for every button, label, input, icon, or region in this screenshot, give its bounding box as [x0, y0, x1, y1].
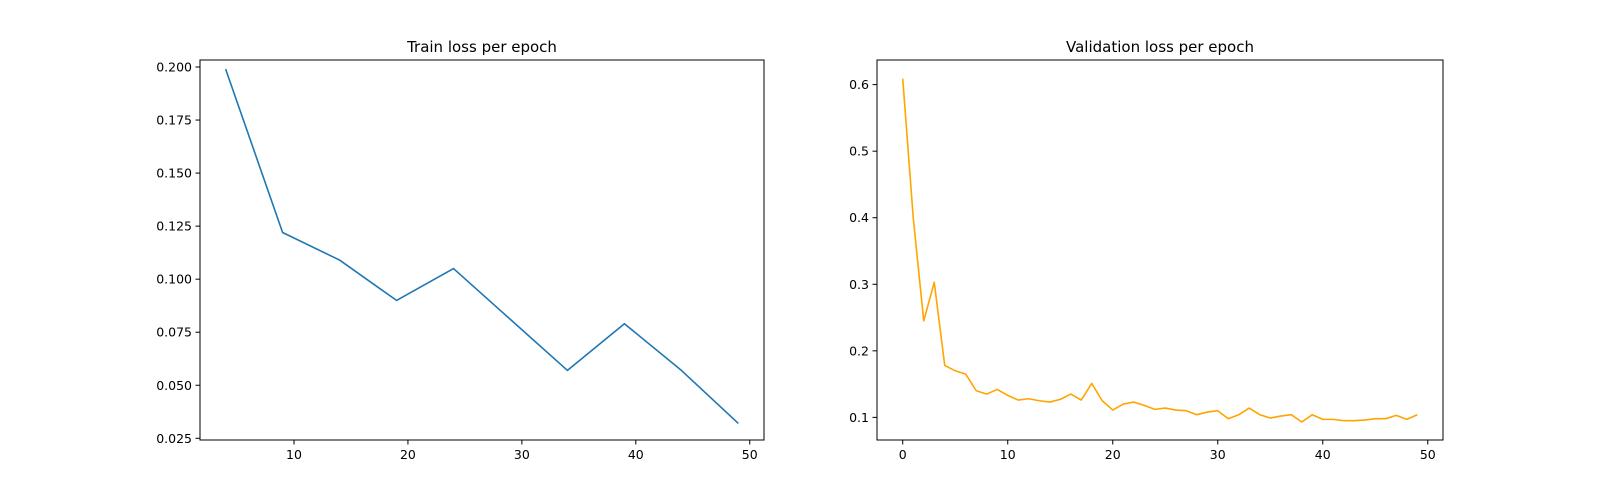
train-loss-y-tick-label: 0.150	[156, 166, 192, 181]
validation-loss-plot-frame	[876, 59, 1444, 441]
validation-loss-x-tick-label: 20	[1105, 447, 1121, 462]
validation-loss-x-tick-label: 30	[1210, 447, 1226, 462]
train-loss-x-tick-label: 40	[628, 447, 644, 462]
validation-loss-y-tick-label: 0.4	[849, 210, 869, 225]
train-loss-line	[224, 68, 739, 425]
train-loss-y-tick-label: 0.025	[156, 431, 192, 446]
validation-loss-x-tick-label: 50	[1420, 447, 1436, 462]
train-loss-y-tick-label: 0.175	[156, 113, 192, 128]
train-loss-x-tick-label: 50	[742, 447, 758, 462]
validation-loss-y-tick-label: 0.2	[849, 343, 869, 358]
validation-loss-x-axis: 0 10 20 30 40 50	[899, 440, 1436, 462]
train-loss-series	[224, 68, 739, 425]
train-loss-y-tick-label: 0.125	[156, 219, 192, 234]
validation-loss-x-tick-label: 40	[1315, 447, 1331, 462]
train-loss-y-axis: 0.025 0.050 0.075 0.100 0.125 0.150 0.175 0.200	[156, 60, 200, 446]
validation-loss-y-tick-label: 0.5	[849, 144, 869, 159]
validation-loss-panel: Validation loss per epoch 0 10 20 30 40 50 0.…	[849, 38, 1444, 462]
train-loss-x-axis: 10 20 30 40 50	[286, 440, 758, 462]
validation-loss-y-tick-label: 0.3	[849, 277, 869, 292]
validation-loss-line	[901, 78, 1418, 423]
train-loss-y-tick-label: 0.100	[156, 272, 192, 287]
train-loss-y-tick-label: 0.075	[156, 325, 192, 340]
validation-loss-y-tick-label: 0.1	[849, 410, 869, 425]
validation-loss-x-tick-label: 10	[1000, 447, 1016, 462]
train-loss-panel: Train loss per epoch 10 20 30 40 50 0.0250.0…	[156, 38, 765, 462]
train-loss-title: Train loss per epoch	[406, 38, 557, 56]
validation-loss-title: Validation loss per epoch	[1066, 38, 1254, 56]
validation-loss-x-tick-label: 0	[899, 447, 907, 462]
train-loss-y-tick-label: 0.200	[156, 60, 192, 75]
train-loss-y-tick-label: 0.050	[156, 378, 192, 393]
validation-loss-series	[901, 78, 1418, 423]
train-loss-x-tick-label: 10	[286, 447, 302, 462]
train-loss-x-tick-label: 20	[400, 447, 416, 462]
validation-loss-y-tick-label: 0.6	[849, 77, 869, 92]
train-loss-x-tick-label: 30	[514, 447, 530, 462]
validation-loss-y-axis: 0.1 0.2 0.3 0.4 0.5 0.6	[849, 77, 877, 425]
train-loss-plot-frame	[199, 59, 765, 441]
